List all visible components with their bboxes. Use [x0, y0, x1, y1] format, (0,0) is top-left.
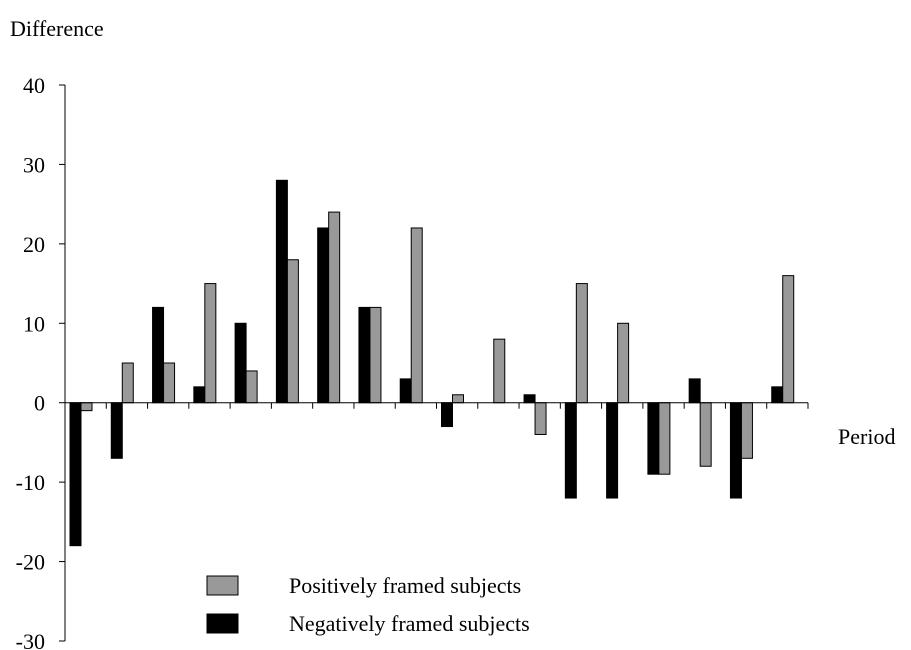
bar-positive-5: [245, 370, 258, 404]
bar-negative-13: [564, 402, 577, 499]
legend-label: Negatively framed subjects: [289, 611, 530, 636]
bar-positive-7: [328, 211, 341, 404]
legend: Positively framed subjects Negatively fra…: [206, 573, 530, 636]
bar-positive-15: [658, 402, 671, 475]
legend-swatch: [206, 575, 239, 596]
bar-negative-3: [152, 306, 165, 404]
bar-negative-18: [771, 386, 784, 404]
legend-label: Positively framed subjects: [289, 573, 521, 598]
y-tick-label: 20: [23, 232, 45, 257]
bar-negative-8: [358, 306, 371, 404]
y-axis-label: Difference: [10, 16, 104, 41]
bar-positive-11: [493, 338, 506, 404]
bar-positive-10: [452, 394, 464, 404]
bar-negative-9: [399, 378, 412, 404]
bar-positive-8: [369, 306, 382, 404]
bar-negative-16: [688, 378, 701, 404]
bar-positive-2: [121, 362, 134, 404]
bar-negative-5: [234, 322, 247, 404]
bar-positive-4: [204, 283, 217, 404]
y-tick-label: 0: [34, 391, 45, 416]
bar-negative-12: [523, 394, 536, 404]
y-tick-label: 30: [23, 152, 45, 177]
bar-positive-3: [163, 362, 176, 404]
bar-negative-4: [193, 386, 206, 404]
bar-negative-14: [606, 402, 619, 499]
bar-positive-13: [575, 283, 588, 404]
x-axis-label: Period: [838, 424, 895, 449]
bar-negative-2: [110, 402, 123, 459]
legend-swatch: [206, 613, 239, 634]
bar-negative-17: [729, 402, 742, 499]
bar-positive-1: [80, 402, 93, 412]
y-tick-label: 40: [23, 73, 45, 98]
bar-negative-7: [317, 227, 330, 404]
axes-group: -30 -20 -10 0 10 20 30 40: [16, 73, 809, 650]
bar-negative-10: [441, 402, 453, 428]
bar-positive-16: [699, 402, 712, 467]
bar-positive-18: [782, 275, 795, 404]
bar-positive-17: [740, 402, 753, 459]
bar-positive-9: [410, 227, 423, 404]
bar-positive-6: [286, 259, 299, 404]
bars-group: [69, 179, 795, 547]
y-tick-label: -10: [16, 470, 45, 495]
bar-negative-6: [275, 179, 288, 404]
y-tick-label: -30: [16, 629, 45, 650]
bar-negative-15: [647, 402, 660, 475]
y-tick-label: -20: [16, 550, 45, 575]
bar-positive-14: [617, 322, 630, 404]
y-tick-label: 10: [23, 311, 45, 336]
bar-positive-12: [534, 402, 547, 435]
bar-negative-1: [69, 402, 82, 547]
